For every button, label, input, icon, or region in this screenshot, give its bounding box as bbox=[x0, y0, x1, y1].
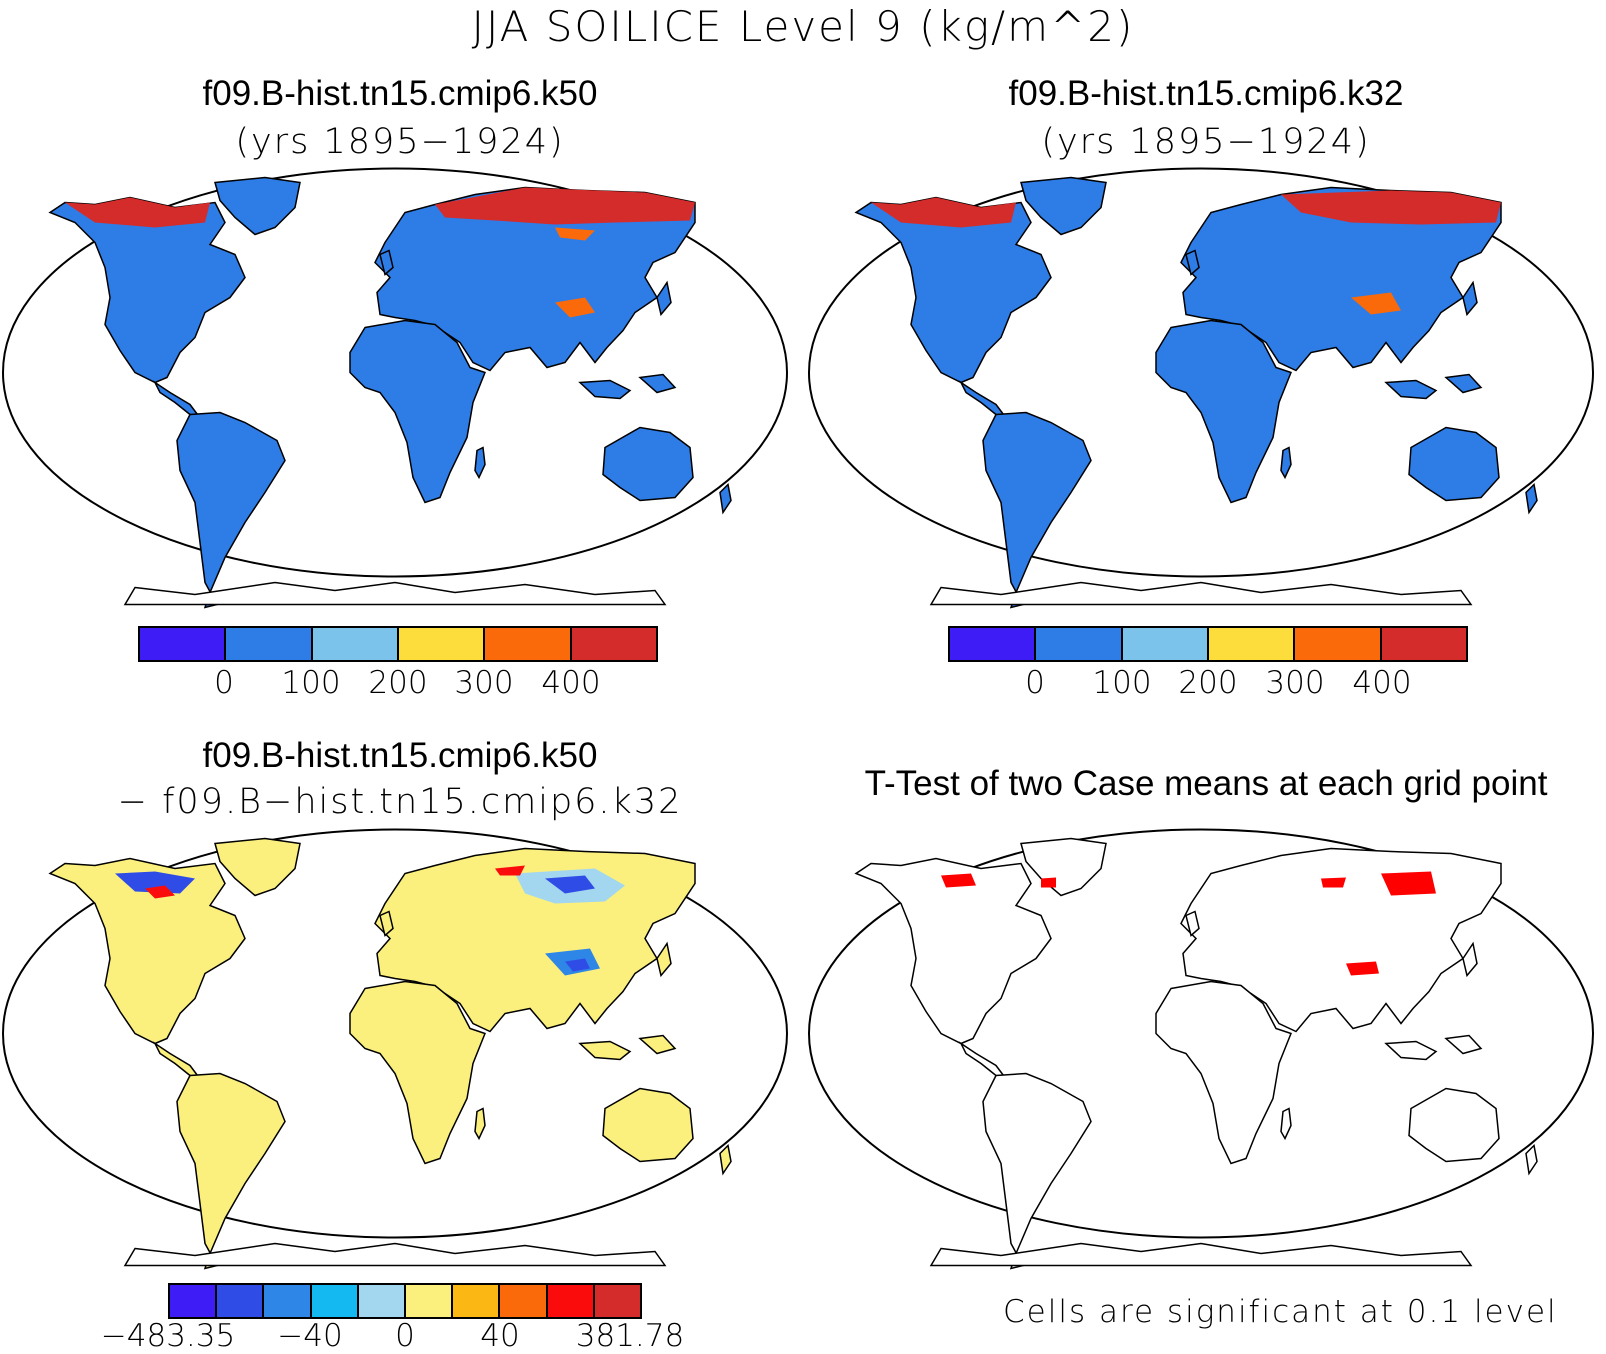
panel1-colorbar-label: 100 bbox=[281, 665, 341, 701]
panel2-colorbar-label: 100 bbox=[1092, 665, 1152, 701]
panel1-colorbar-bin-3 bbox=[312, 628, 399, 660]
panel3-subtitle: − f09.B−hist.tn15.cmip6.k32 bbox=[117, 782, 683, 822]
panel1-colorbar-label: 300 bbox=[454, 665, 514, 701]
panel4-map bbox=[808, 828, 1594, 1270]
panel1-colorbar-bin-4 bbox=[398, 628, 486, 660]
panel2-colorbar-bin-1 bbox=[950, 628, 1037, 660]
panel1-colorbar-label: 400 bbox=[541, 665, 601, 701]
panel4-significant-siberia bbox=[1381, 871, 1436, 896]
panel4-title: T-Test of two Case means at each grid po… bbox=[864, 764, 1548, 803]
panel3-colorbar-label: −483.35 bbox=[100, 1318, 236, 1354]
panel1-colorbar-bin-6 bbox=[571, 628, 656, 660]
panel3-colorbar-bin-2 bbox=[217, 1285, 265, 1317]
panel4-significant-north-america bbox=[941, 873, 976, 888]
panel3-case-title: f09.B-hist.tn15.cmip6.k50 bbox=[202, 736, 598, 775]
panel3-positive-north-america bbox=[145, 885, 175, 899]
panel3-negative-siberia bbox=[545, 875, 595, 894]
panel3-strong-negative-tibet bbox=[565, 958, 590, 972]
panel3-colorbar-bin-3 bbox=[264, 1285, 312, 1317]
panel3-colorbar-label: 40 bbox=[480, 1318, 520, 1354]
panel3-colorbar-label: −40 bbox=[277, 1318, 343, 1354]
figure-title: JJA SOILICE Level 9 (kg/m^2) bbox=[471, 2, 1135, 51]
panel2-colorbar-bin-6 bbox=[1381, 628, 1466, 660]
panel2-colorbar-label: 400 bbox=[1352, 665, 1412, 701]
panel1-colorbar-bin-1 bbox=[140, 628, 227, 660]
panel2-subtitle: (yrs 1895−1924) bbox=[1041, 122, 1371, 162]
panel1-high-values-north-america bbox=[65, 197, 210, 228]
panel1-colorbar-label: 0 bbox=[214, 665, 234, 701]
panel1-colorbar-label: 200 bbox=[368, 665, 428, 701]
panel2-colorbar-bin-4 bbox=[1208, 628, 1296, 660]
panel3-colorbar-bin-4 bbox=[311, 1285, 359, 1317]
panel1-colorbar-bin-2 bbox=[226, 628, 313, 660]
panel2-colorbar-label: 200 bbox=[1178, 665, 1238, 701]
panel1-case-title: f09.B-hist.tn15.cmip6.k50 bbox=[202, 74, 598, 113]
panel1-colorbar-bin-5 bbox=[485, 628, 572, 660]
panel2-colorbar-bin-2 bbox=[1036, 628, 1123, 660]
panel3-colorbar-bin-1 bbox=[170, 1285, 218, 1317]
panel2-colorbar-label: 0 bbox=[1025, 665, 1045, 701]
panel3-colorbar-bin-10 bbox=[594, 1285, 641, 1317]
panel4-significant-tibet bbox=[1346, 961, 1379, 976]
panel4-significant-hudson bbox=[1041, 877, 1056, 888]
panel3-colorbar-bin-9 bbox=[547, 1285, 595, 1317]
panel4-significant-central-asia bbox=[1321, 877, 1346, 888]
panel1-mid-values-tibet bbox=[555, 297, 595, 318]
panel1-subtitle: (yrs 1895−1924) bbox=[235, 122, 565, 162]
panel2-mid-values-tibet bbox=[1351, 292, 1401, 315]
panel1-map bbox=[2, 167, 788, 609]
panel2-colorbar-bin-3 bbox=[1122, 628, 1209, 660]
panel3-colorbar-label: 0 bbox=[395, 1318, 415, 1354]
panel2-colorbar-label: 300 bbox=[1265, 665, 1325, 701]
panel2-high-values-siberia bbox=[1281, 190, 1501, 225]
panel3-colorbar-bin-6 bbox=[406, 1285, 454, 1317]
panel1-colorbar bbox=[138, 626, 658, 662]
panel3-negative-north-america bbox=[115, 871, 195, 894]
panel2-map bbox=[808, 167, 1594, 609]
panel3-colorbar-bin-7 bbox=[453, 1285, 501, 1317]
panel1-high-values-siberia bbox=[435, 187, 695, 225]
panel1-mid-values-asia bbox=[555, 227, 595, 241]
panel3-colorbar bbox=[168, 1283, 642, 1319]
significance-note: Cells are significant at 0.1 level bbox=[1003, 1294, 1558, 1330]
panel2-high-values-north-america bbox=[871, 197, 1016, 228]
panel3-positive-siberia bbox=[495, 865, 525, 876]
panel2-colorbar-bin-5 bbox=[1295, 628, 1382, 660]
panel2-case-title: f09.B-hist.tn15.cmip6.k32 bbox=[1008, 74, 1404, 113]
panel2-colorbar bbox=[948, 626, 1468, 662]
panel3-colorbar-label: 381.78 bbox=[575, 1318, 685, 1354]
panel3-map bbox=[2, 828, 788, 1270]
panel3-colorbar-bin-8 bbox=[500, 1285, 548, 1317]
panel3-colorbar-bin-5 bbox=[358, 1285, 407, 1317]
